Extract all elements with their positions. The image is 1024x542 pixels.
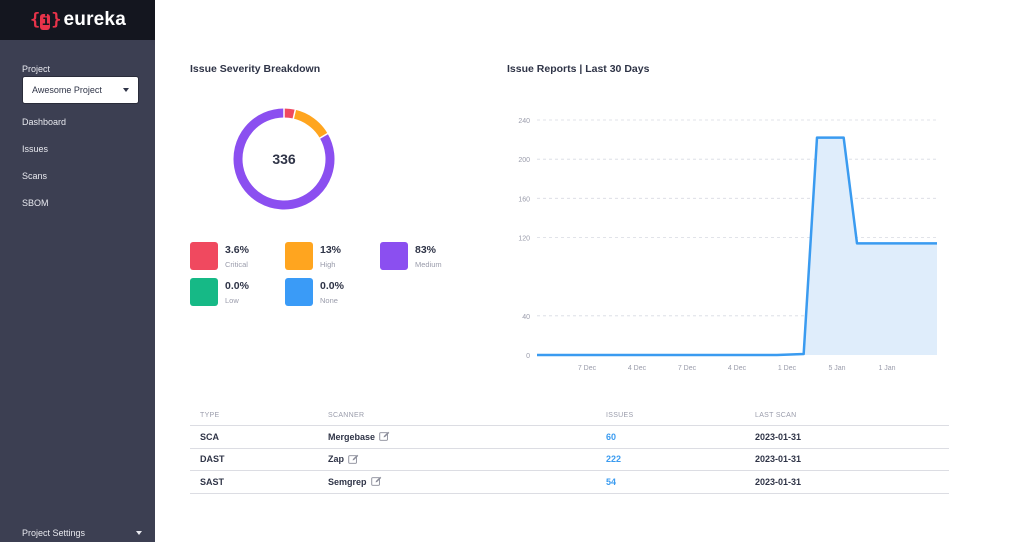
issues-count-link[interactable]: 222: [606, 454, 622, 465]
project-settings-menu[interactable]: Project Settings: [22, 528, 142, 538]
legend-swatch: [285, 242, 313, 270]
cell-scanner: Semgrep: [328, 476, 606, 487]
scanner-name: Semgrep: [328, 476, 367, 487]
severity-donut: [233, 108, 335, 210]
legend-medium: 83% Medium: [380, 242, 442, 270]
y-tick-label: 40: [522, 314, 530, 321]
column-header-scanner[interactable]: SCANNER: [328, 412, 365, 419]
table-row[interactable]: DAST Zap 222 2023-01-31: [190, 449, 949, 471]
legend-high: 13% High: [285, 242, 341, 270]
legend-label: None: [320, 296, 338, 305]
top-bar: [155, 0, 1024, 40]
edit-icon[interactable]: [370, 476, 382, 487]
series-line[interactable]: [537, 136, 937, 357]
table-row[interactable]: SCA Mergebase 60 2023-01-31: [190, 426, 949, 449]
legend-none: 0.0% None: [285, 278, 344, 306]
sidebar-nav: Dashboard Issues Scans SBOM: [22, 117, 66, 225]
cell-type: SCA: [200, 431, 220, 442]
cell-scanner: Zap: [328, 454, 606, 465]
edit-icon[interactable]: [348, 454, 359, 465]
legend-pct: 0.0%: [320, 280, 344, 292]
cell-last-scan: 2023-01-31: [755, 476, 802, 487]
legend-pct: 83%: [415, 244, 437, 256]
table-header: TYPE SCANNER ISSUES LAST SCAN: [190, 406, 949, 426]
area-fill: [537, 137, 937, 355]
column-header-last-scan[interactable]: LAST SCAN: [755, 412, 797, 419]
legend-label: High: [320, 260, 336, 269]
x-tick-label: 7 Dec: [578, 365, 597, 372]
chevron-down-icon: [123, 88, 129, 92]
y-tick-label: 0: [526, 353, 530, 360]
sidebar-item-issues[interactable]: Issues: [22, 144, 49, 154]
cell-last-scan: 2023-01-31: [755, 431, 802, 442]
scanner-name: Zap: [328, 454, 345, 465]
y-tick-label: 120: [518, 236, 530, 243]
scanner-table: TYPE SCANNER ISSUES LAST SCAN SCA Mergeb…: [190, 406, 949, 494]
y-tick-label: 200: [518, 157, 530, 164]
project-select[interactable]: Awesome Project: [22, 76, 139, 104]
donut-total: 336: [272, 151, 296, 167]
chevron-down-icon: [136, 531, 142, 535]
project-select-value: Awesome Project: [32, 85, 102, 95]
issue-reports-chart: 0 40 120 160 200 240 7 Dec 4 Dec 7 Dec 4 Dec 1 De…: [518, 118, 937, 372]
cell-last-scan: 2023-01-31: [755, 454, 802, 465]
project-settings-label: Project Settings: [22, 528, 86, 538]
severity-title: Issue Severity Breakdown: [190, 63, 321, 75]
sidebar-item-scans[interactable]: Scans: [22, 171, 48, 181]
sidebar-item-dashboard[interactable]: Dashboard: [22, 117, 67, 127]
x-tick-label: 4 Dec: [728, 365, 747, 372]
logo-mark-icon: {i}: [30, 10, 62, 30]
x-tick-label: 1 Jan: [878, 365, 895, 372]
logo-text: eureka: [63, 9, 126, 30]
donut-separator: [319, 132, 329, 139]
legend-low: 0.0% Low: [190, 278, 249, 306]
edit-icon[interactable]: [379, 431, 390, 442]
x-tick-label: 4 Dec: [628, 365, 647, 372]
legend-label: Medium: [415, 260, 442, 269]
legend-critical: 3.6% Critical: [190, 242, 249, 270]
legend-swatch: [380, 242, 408, 270]
cell-type: SAST: [200, 476, 225, 487]
legend-swatch: [190, 242, 218, 270]
donut-slice-critical[interactable]: [283, 108, 296, 119]
donut-separator: [292, 109, 297, 120]
logo[interactable]: {i} eureka: [0, 0, 155, 40]
y-tick-label: 240: [518, 118, 530, 125]
cell-scanner: Mergebase: [328, 431, 606, 442]
column-header-issues[interactable]: ISSUES: [606, 412, 634, 419]
x-tick-label: 5 Jan: [828, 365, 845, 372]
column-header-type[interactable]: TYPE: [200, 412, 220, 419]
sidebar-item-sbom[interactable]: SBOM: [22, 198, 49, 208]
legend-pct: 3.6%: [225, 244, 249, 256]
legend-swatch: [285, 278, 313, 306]
y-tick-label: 160: [518, 196, 530, 203]
table-row[interactable]: SAST Semgrep 54 2023-01-31: [190, 471, 949, 494]
issues-count-link[interactable]: 60: [606, 431, 617, 442]
reports-title: Issue Reports | Last 30 Days: [507, 63, 650, 75]
scanner-name: Mergebase: [328, 431, 376, 442]
legend-swatch: [190, 278, 218, 306]
x-tick-label: 7 Dec: [678, 365, 697, 372]
legend-pct: 13%: [320, 244, 342, 256]
donut-slice-medium[interactable]: [233, 108, 335, 210]
legend-pct: 0.0%: [225, 280, 249, 292]
sidebar: {i} eureka Project Awesome Project Dashb…: [0, 0, 155, 542]
cell-type: DAST: [200, 454, 225, 465]
legend-label: Low: [225, 296, 239, 305]
issues-count-link[interactable]: 54: [606, 476, 617, 487]
x-tick-label: 1 Dec: [778, 365, 797, 372]
legend-label: Critical: [225, 260, 248, 269]
donut-slice-high[interactable]: [293, 109, 328, 139]
project-label: Project: [22, 64, 51, 74]
